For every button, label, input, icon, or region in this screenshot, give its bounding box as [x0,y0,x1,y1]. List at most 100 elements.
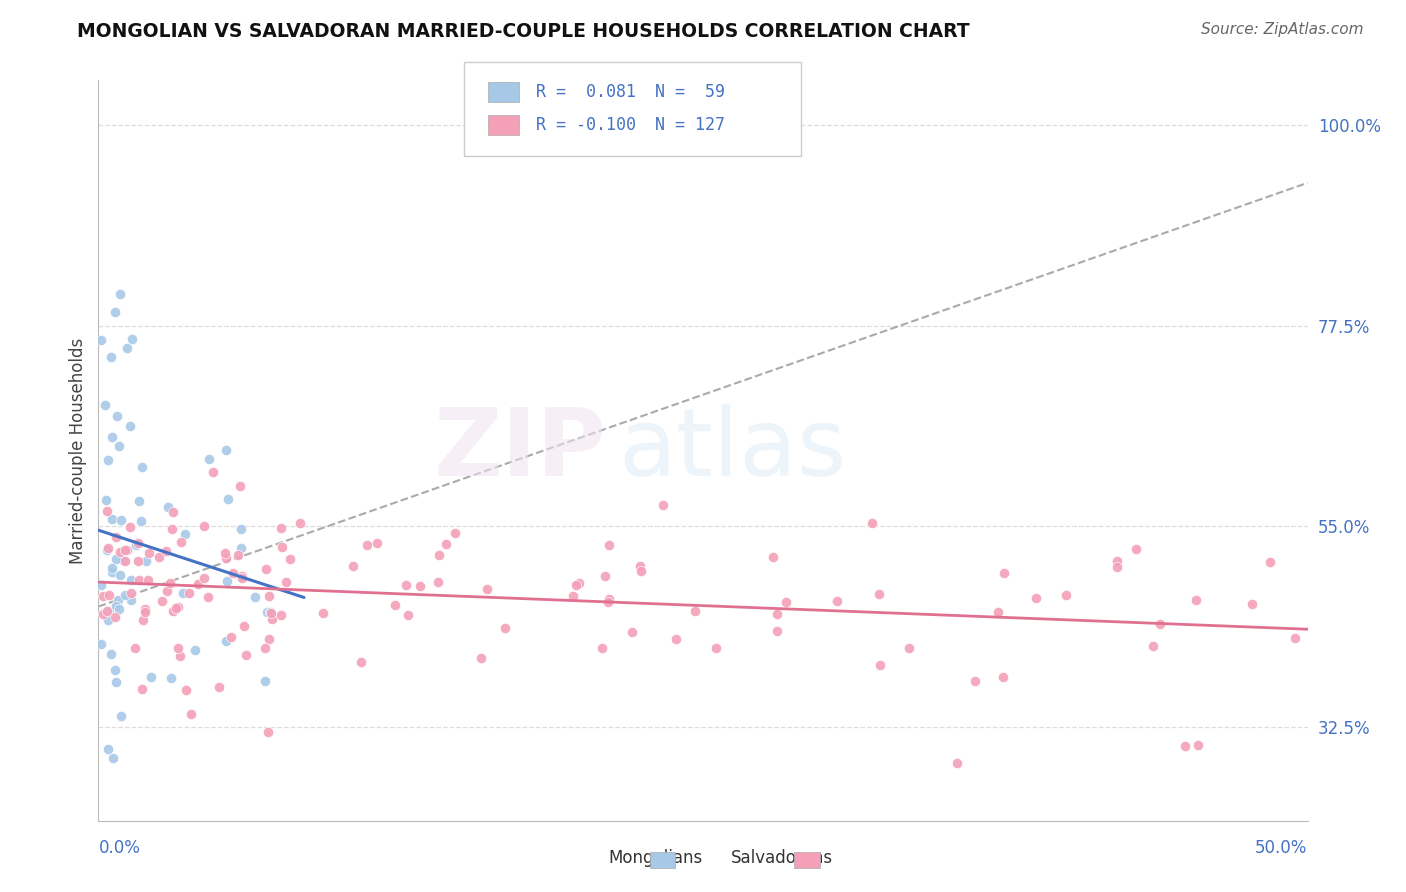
Point [1149,617,1171,632]
Text: Source: ZipAtlas.com: Source: ZipAtlas.com [1201,22,1364,37]
Point [172,585,194,599]
Point [217,491,239,506]
Point [127,536,149,550]
Point [100,647,122,661]
Point [159,575,181,590]
Point [97,541,120,555]
Point [762,549,785,564]
Point [96,604,118,618]
Point [97,742,120,756]
Text: Salvadorans: Salvadorans [731,849,834,867]
Point [91,589,114,603]
Point [100,350,122,364]
Point [162,505,184,519]
Point [270,540,292,554]
Point [260,606,283,620]
Point [1056,588,1078,602]
Point [665,632,688,646]
Point [177,586,200,600]
Point [110,709,132,723]
Point [869,657,891,672]
Point [96,543,118,558]
Point [120,592,142,607]
Point [184,643,207,657]
Text: Mongolians: Mongolians [609,849,703,867]
Point [120,586,142,600]
Point [141,670,163,684]
Text: R =  0.081: R = 0.081 [536,83,636,101]
Point [987,605,1010,619]
Point [207,681,229,695]
Point [568,575,591,590]
Point [160,522,183,536]
Point [1174,739,1197,753]
Point [105,674,128,689]
Point [124,641,146,656]
Point [90,334,112,348]
Point [115,542,138,557]
Point [134,605,156,619]
Text: N =  59: N = 59 [655,83,725,101]
Point [94,492,117,507]
Point [621,624,644,639]
Point [104,663,127,677]
Point [128,573,150,587]
Point [193,519,215,533]
Point [1284,632,1306,646]
Point [1025,591,1047,606]
Y-axis label: Married-couple Households: Married-couple Households [69,337,87,564]
Point [704,641,727,656]
Point [170,535,193,549]
Point [384,598,406,612]
Point [156,584,179,599]
Point [174,526,197,541]
Text: 50.0%: 50.0% [1256,839,1308,857]
Point [598,538,620,552]
Point [366,536,388,550]
Point [1258,555,1281,569]
Point [104,599,127,613]
Point [993,566,1015,581]
Point [90,578,112,592]
Point [118,418,141,433]
Point [135,554,157,568]
Point [105,409,128,423]
Point [596,595,619,609]
Text: 0.0%: 0.0% [98,839,141,857]
Point [427,548,450,562]
Point [107,439,129,453]
Point [426,574,449,589]
Point [101,561,124,575]
Point [114,588,136,602]
Point [356,538,378,552]
Point [134,602,156,616]
Point [280,552,302,566]
Point [1125,541,1147,556]
Point [860,516,883,530]
Point [651,498,673,512]
Point [231,571,253,585]
Point [132,613,155,627]
Point [254,562,277,576]
Point [262,612,284,626]
Point [90,637,112,651]
Point [193,571,215,585]
Point [1187,738,1209,752]
Point [494,621,516,635]
Point [630,564,652,578]
Point [169,649,191,664]
Point [226,549,249,563]
Point [245,590,267,604]
Point [162,604,184,618]
Point [176,683,198,698]
Point [253,641,276,656]
Point [136,573,159,587]
Point [114,554,136,568]
Point [129,514,152,528]
Point [229,523,252,537]
Point [598,592,620,607]
Point [214,546,236,560]
Point [155,543,177,558]
Text: N = 127: N = 127 [655,116,725,134]
Point [775,595,797,609]
